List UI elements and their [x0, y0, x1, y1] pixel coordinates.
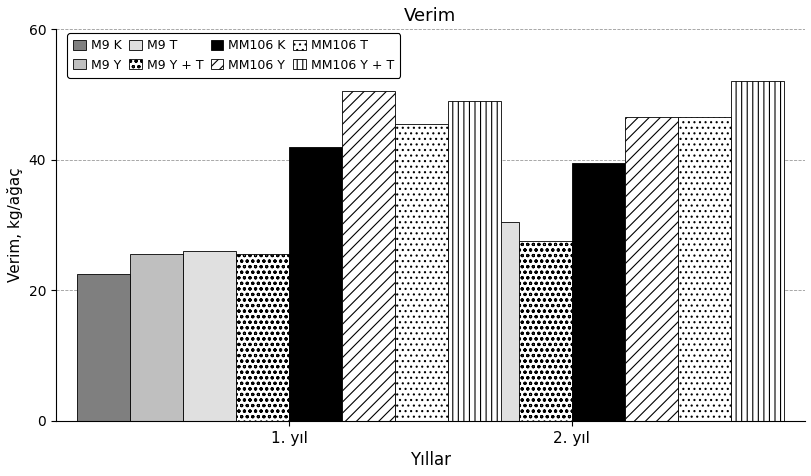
Bar [677, 118, 730, 421]
Bar [571, 163, 624, 421]
Bar [518, 241, 571, 421]
Y-axis label: Verim, kg/ağaç: Verim, kg/ağaç [7, 168, 23, 282]
Bar [182, 251, 236, 421]
Bar [466, 222, 518, 421]
Bar [77, 274, 130, 421]
Bar [236, 254, 289, 421]
Bar [412, 241, 466, 421]
Bar [359, 261, 412, 421]
Bar [448, 101, 500, 421]
Title: Verim: Verim [404, 7, 456, 25]
Legend: M9 K, M9 Y, M9 T, M9 Y + T, MM106 K, MM106 Y, MM106 T, MM106 Y + T: M9 K, M9 Y, M9 T, M9 Y + T, MM106 K, MM1… [67, 33, 400, 78]
Bar [341, 91, 395, 421]
Bar [730, 81, 783, 421]
Bar [130, 254, 182, 421]
X-axis label: Yıllar: Yıllar [410, 451, 450, 469]
Bar [395, 124, 448, 421]
Bar [289, 147, 341, 421]
Bar [624, 118, 677, 421]
